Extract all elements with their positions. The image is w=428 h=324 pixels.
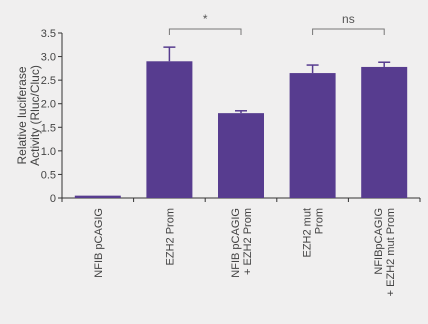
bar	[361, 66, 408, 198]
y-axis-title-line: Activity (Rluc/Cluc)	[28, 65, 42, 166]
x-tick-label: EZH2 Prom	[164, 208, 176, 265]
x-tick-label: + EZH2 mut Prom	[385, 208, 397, 296]
x-axis	[61, 197, 421, 202]
error-bars	[163, 46, 391, 114]
significance-bracket	[168, 28, 242, 35]
y-tick-label: 3.5	[41, 28, 56, 40]
y-tick-label: 1.5	[41, 122, 56, 134]
significance-bracket	[312, 28, 385, 35]
y-axis: 0 0.5 1.0 1.5 2.0 2.5 3.0 3.5	[41, 28, 63, 205]
bar	[74, 195, 121, 198]
x-tick-labels: NFIB pCAGIG EZH2 Prom NFIB pCAGIG + EZH2 Pr…	[93, 208, 397, 296]
y-tick-label: 2.0	[41, 99, 56, 111]
bar	[218, 113, 264, 198]
y-axis-title: Relative luciferase Activity (Rluc/Cluc)	[15, 65, 42, 166]
significance-label: ns	[342, 12, 355, 26]
significance-brackets: * ns	[168, 12, 385, 35]
y-tick-label: 2.5	[41, 75, 56, 87]
x-tick-label: EZH2 mut	[302, 208, 314, 258]
y-axis-title-line: Relative luciferase	[15, 66, 29, 164]
bar	[289, 73, 336, 198]
bars	[74, 61, 408, 199]
significance-label: *	[203, 12, 208, 26]
x-tick-label: + EZH2 Prom	[242, 208, 254, 275]
x-tick-label: NFIBpCAGIG	[373, 208, 385, 275]
y-tick-label: 0	[50, 193, 56, 205]
y-tick-label: 0.5	[41, 169, 56, 181]
bar	[146, 61, 193, 199]
y-tick-label: 3.0	[41, 52, 56, 64]
x-tick-label: NFIB pCAGIG	[93, 208, 105, 278]
x-tick-label: Prom	[314, 208, 326, 234]
x-tick-label: NFIB pCAGIG	[230, 208, 242, 278]
y-tick-label: 1.0	[41, 146, 56, 158]
